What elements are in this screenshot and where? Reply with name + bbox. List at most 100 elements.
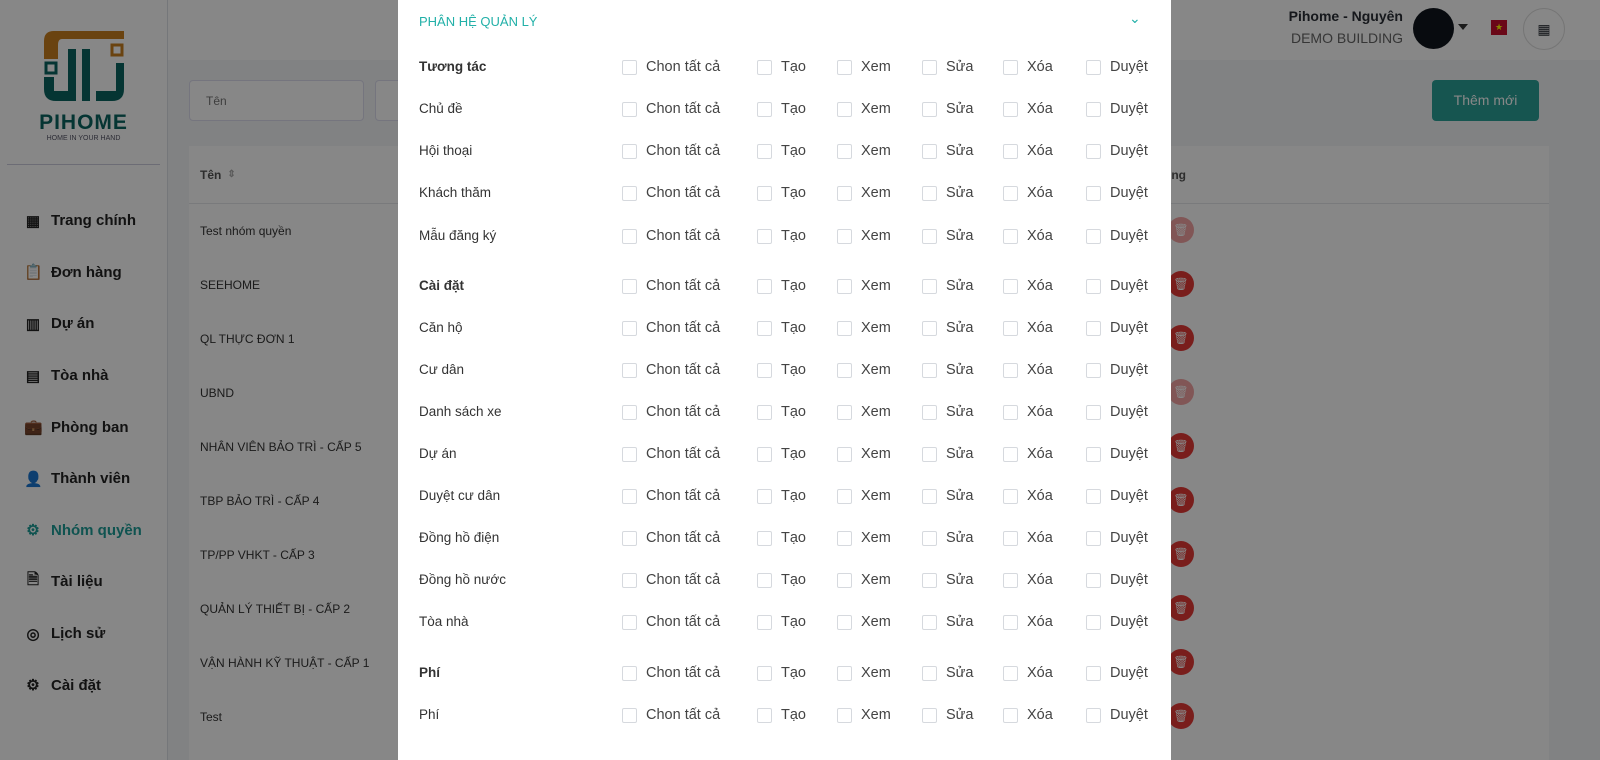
permission-checkbox[interactable]: Xem xyxy=(837,278,891,294)
checkbox[interactable] xyxy=(757,320,772,336)
checkbox[interactable] xyxy=(1086,59,1101,75)
checkbox[interactable] xyxy=(757,404,772,420)
permission-checkbox[interactable]: Duyệt xyxy=(1086,101,1148,117)
permission-checkbox[interactable]: Tạo xyxy=(757,665,806,681)
checkbox[interactable] xyxy=(837,143,852,159)
permission-checkbox[interactable]: Xóa xyxy=(1003,404,1053,420)
permission-checkbox[interactable]: Chon tất cả xyxy=(622,446,720,462)
permission-checkbox[interactable]: Duyệt xyxy=(1086,404,1148,420)
permission-checkbox[interactable]: Sửa xyxy=(922,320,973,336)
checkbox[interactable] xyxy=(757,665,772,681)
checkbox[interactable] xyxy=(1086,143,1101,159)
checkbox[interactable] xyxy=(622,362,637,378)
checkbox[interactable] xyxy=(757,362,772,378)
checkbox[interactable] xyxy=(1086,185,1101,201)
permission-checkbox[interactable]: Tạo xyxy=(757,278,806,294)
permission-checkbox[interactable]: Tạo xyxy=(757,185,806,201)
permission-checkbox[interactable]: Tạo xyxy=(757,320,806,336)
permission-checkbox[interactable]: Xem xyxy=(837,572,891,588)
checkbox[interactable] xyxy=(837,446,852,462)
permission-checkbox[interactable]: Xem xyxy=(837,185,891,201)
permission-checkbox[interactable]: Xóa xyxy=(1003,707,1053,723)
permission-checkbox[interactable]: Xóa xyxy=(1003,320,1053,336)
checkbox[interactable] xyxy=(1003,101,1018,117)
checkbox[interactable] xyxy=(1003,404,1018,420)
permission-checkbox[interactable]: Xóa xyxy=(1003,228,1053,244)
checkbox[interactable] xyxy=(622,665,637,681)
checkbox[interactable] xyxy=(1086,362,1101,378)
permission-checkbox[interactable]: Xóa xyxy=(1003,278,1053,294)
permission-checkbox[interactable]: Tạo xyxy=(757,59,806,75)
checkbox[interactable] xyxy=(622,446,637,462)
sidebar-item-5[interactable]: 👤 Thành viên xyxy=(24,453,142,505)
permission-checkbox[interactable]: Tạo xyxy=(757,707,806,723)
table-row[interactable]: QL THỰC ĐƠN 1 🗑 xyxy=(189,312,1549,366)
permission-checkbox[interactable]: Duyệt xyxy=(1086,185,1148,201)
checkbox[interactable] xyxy=(922,320,937,336)
checkbox[interactable] xyxy=(837,59,852,75)
permission-checkbox[interactable]: Chon tất cả xyxy=(622,185,720,201)
permission-checkbox[interactable]: Xóa xyxy=(1003,665,1053,681)
checkbox[interactable] xyxy=(837,614,852,630)
permission-checkbox[interactable]: Sửa xyxy=(922,404,973,420)
delete-button[interactable]: 🗑 xyxy=(1168,379,1194,405)
checkbox[interactable] xyxy=(922,143,937,159)
checkbox[interactable] xyxy=(757,572,772,588)
table-row[interactable]: Test 🗑 xyxy=(189,690,1549,744)
avatar[interactable] xyxy=(1413,8,1454,49)
permission-checkbox[interactable]: Tạo xyxy=(757,446,806,462)
permission-checkbox[interactable]: Duyệt xyxy=(1086,446,1148,462)
logo[interactable]: PIHOME HOME IN YOUR HAND xyxy=(7,9,160,165)
permission-checkbox[interactable]: Sửa xyxy=(922,59,973,75)
permission-checkbox[interactable]: Chon tất cả xyxy=(622,278,720,294)
permission-checkbox[interactable]: Xem xyxy=(837,101,891,117)
checkbox[interactable] xyxy=(1086,530,1101,546)
permission-checkbox[interactable]: Tạo xyxy=(757,530,806,546)
checkbox[interactable] xyxy=(837,228,852,244)
permission-checkbox[interactable]: Xem xyxy=(837,665,891,681)
checkbox[interactable] xyxy=(837,488,852,504)
checkbox[interactable] xyxy=(837,101,852,117)
chevron-down-icon[interactable]: ⌄ xyxy=(1129,10,1141,26)
checkbox[interactable] xyxy=(1003,228,1018,244)
permission-checkbox[interactable]: Xem xyxy=(837,530,891,546)
permission-checkbox[interactable]: Chon tất cả xyxy=(622,572,720,588)
add-new-button[interactable]: Thêm mới xyxy=(1432,80,1539,121)
checkbox[interactable] xyxy=(922,404,937,420)
checkbox[interactable] xyxy=(922,278,937,294)
checkbox[interactable] xyxy=(622,143,637,159)
permission-checkbox[interactable]: Xem xyxy=(837,446,891,462)
permission-checkbox[interactable]: Duyệt xyxy=(1086,665,1148,681)
checkbox[interactable] xyxy=(622,572,637,588)
checkbox[interactable] xyxy=(922,228,937,244)
vietnam-flag-icon[interactable]: ★ xyxy=(1491,20,1507,35)
permission-checkbox[interactable]: Chon tất cả xyxy=(622,143,720,159)
permission-checkbox[interactable]: Tạo xyxy=(757,614,806,630)
checkbox[interactable] xyxy=(922,185,937,201)
column-name-header[interactable]: Tên xyxy=(200,167,222,182)
permission-checkbox[interactable]: Sửa xyxy=(922,446,973,462)
delete-button[interactable]: 🗑 xyxy=(1168,595,1194,621)
table-row[interactable]: NHÂN VIÊN BẢO TRÌ - CẤP 5 🗑 xyxy=(189,420,1549,474)
checkbox[interactable] xyxy=(922,572,937,588)
permission-checkbox[interactable]: Sửa xyxy=(922,101,973,117)
permission-checkbox[interactable]: Xóa xyxy=(1003,143,1053,159)
permission-checkbox[interactable]: Xóa xyxy=(1003,530,1053,546)
chevron-down-icon[interactable] xyxy=(1458,24,1468,35)
permission-checkbox[interactable]: Xóa xyxy=(1003,362,1053,378)
checkbox[interactable] xyxy=(1003,572,1018,588)
name-search-input[interactable] xyxy=(189,80,364,121)
table-row[interactable]: SEEHOME 🗑 xyxy=(189,258,1549,312)
permission-checkbox[interactable]: Sửa xyxy=(922,228,973,244)
permission-checkbox[interactable]: Chon tất cả xyxy=(622,228,720,244)
checkbox[interactable] xyxy=(622,404,637,420)
permission-checkbox[interactable]: Sửa xyxy=(922,278,973,294)
checkbox[interactable] xyxy=(1086,707,1101,723)
apps-grid-icon[interactable]: ▦ xyxy=(1523,8,1565,50)
checkbox[interactable] xyxy=(837,707,852,723)
permission-checkbox[interactable]: Sửa xyxy=(922,488,973,504)
permission-checkbox[interactable]: Sửa xyxy=(922,530,973,546)
permission-checkbox[interactable]: Chon tất cả xyxy=(622,320,720,336)
checkbox[interactable] xyxy=(1086,572,1101,588)
checkbox[interactable] xyxy=(757,278,772,294)
